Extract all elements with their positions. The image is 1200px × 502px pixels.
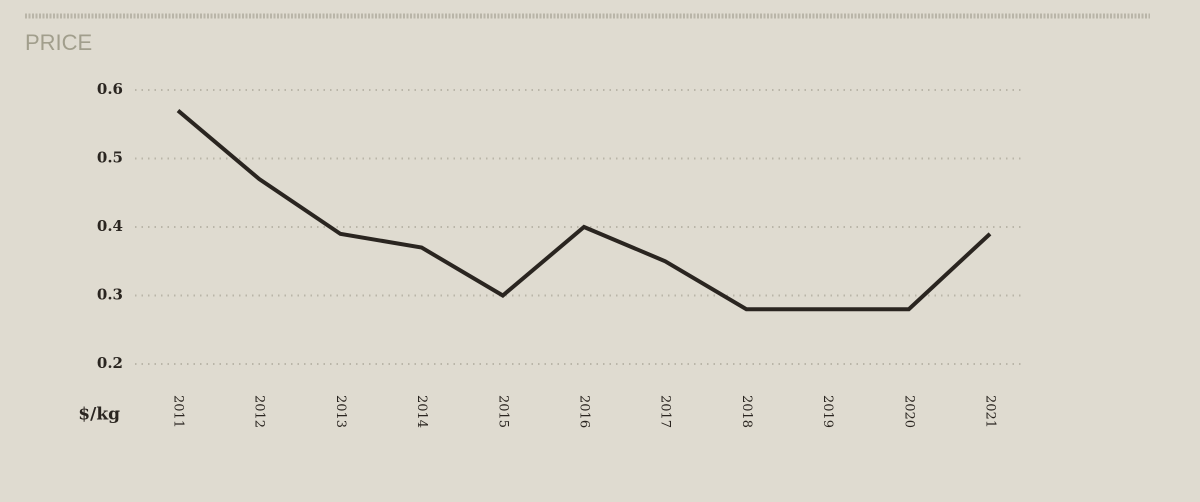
x-tick-label: 2013 xyxy=(333,395,348,428)
x-tick-label: 2018 xyxy=(739,395,754,428)
x-tick-label: 2017 xyxy=(658,395,673,428)
x-tick-label: 2014 xyxy=(414,395,429,428)
x-tick-label: 2011 xyxy=(171,395,186,428)
y-tick-label: 0.2 xyxy=(97,354,123,372)
y-tick-label: 0.3 xyxy=(97,286,123,304)
y-tick-label: 0.5 xyxy=(97,149,123,167)
x-tick-label: 2012 xyxy=(252,395,267,428)
x-tick-label: 2015 xyxy=(495,395,510,428)
price-line xyxy=(176,109,992,312)
y-tick-label: 0.6 xyxy=(97,80,123,98)
x-tick-label: 2021 xyxy=(983,395,998,428)
chart-title: PRICE xyxy=(25,30,92,55)
x-tick-label: 2020 xyxy=(901,395,916,428)
y-axis-label: $/kg xyxy=(78,405,120,425)
x-tick-label: 2019 xyxy=(820,395,835,428)
y-tick-label: 0.4 xyxy=(97,217,123,235)
x-tick-label: 2016 xyxy=(577,395,592,428)
